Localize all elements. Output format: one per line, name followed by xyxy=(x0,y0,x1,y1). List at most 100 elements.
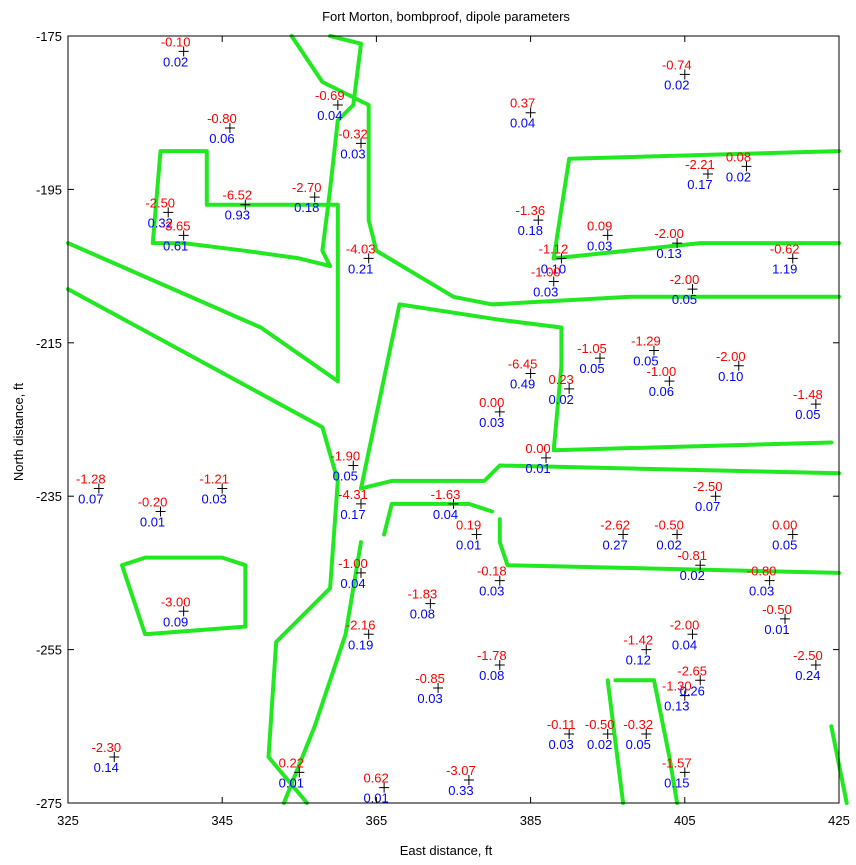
data-label-blue-16: 0.10 xyxy=(541,261,566,276)
data-label-red-33: -4.31 xyxy=(338,487,368,502)
structure-outline-1 xyxy=(289,34,841,307)
data-label-blue-14: 0.13 xyxy=(656,246,681,261)
data-label-red-14: -2.00 xyxy=(654,226,684,241)
data-label-red-22: -2.00 xyxy=(716,349,746,364)
data-label-red-15: -4.03 xyxy=(346,241,376,256)
data-label-blue-31: 0.01 xyxy=(140,515,165,530)
data-label-red-25: 0.23 xyxy=(548,372,573,387)
data-label-blue-23: 0.49 xyxy=(510,376,535,391)
data-label-blue-10: 0.18 xyxy=(294,200,319,215)
data-point-marker-42 xyxy=(494,575,505,586)
data-label-blue-62: 0.15 xyxy=(664,775,689,790)
x-tick-label-1: 345 xyxy=(211,813,233,828)
data-label-red-41: -1.00 xyxy=(338,556,368,571)
data-point-marker-37 xyxy=(618,529,629,540)
data-label-red-28: -1.90 xyxy=(330,449,360,464)
data-label-blue-43: 0.03 xyxy=(749,584,774,599)
data-point-marker-46 xyxy=(780,613,791,624)
data-label-blue-49: 0.04 xyxy=(672,637,697,652)
data-label-red-26: 0.00 xyxy=(479,395,504,410)
data-label-red-31: -0.20 xyxy=(138,495,168,510)
data-label-blue-3: 0.04 xyxy=(317,108,342,123)
data-point-marker-54 xyxy=(679,690,690,701)
structure-outline-6 xyxy=(359,463,841,491)
y-tick-label-3: -235 xyxy=(36,489,62,504)
x-tick-label-5: 425 xyxy=(828,813,850,828)
data-point-marker-36 xyxy=(710,491,721,502)
data-label-red-20: -1.05 xyxy=(577,341,607,356)
data-point-marker-6 xyxy=(702,169,713,180)
data-label-red-1: -0.74 xyxy=(662,57,692,72)
data-point-marker-7 xyxy=(741,161,752,172)
data-label-red-12: -1.36 xyxy=(515,203,545,218)
structure-outline-3 xyxy=(551,241,841,261)
data-label-blue-57: 0.05 xyxy=(626,737,651,752)
data-label-red-58: -2.30 xyxy=(91,740,121,755)
data-label-blue-20: 0.05 xyxy=(579,361,604,376)
data-label-blue-38: 0.02 xyxy=(656,538,681,553)
data-label-blue-58: 0.14 xyxy=(94,760,119,775)
data-point-marker-50 xyxy=(494,659,505,670)
data-point-marker-15 xyxy=(363,253,374,264)
data-point-marker-33 xyxy=(355,498,366,509)
structure-outline-5 xyxy=(359,302,834,491)
data-label-red-60: 0.62 xyxy=(363,771,388,786)
data-label-red-32: -1.21 xyxy=(199,472,229,487)
data-label-red-10: -2.70 xyxy=(292,180,322,195)
data-label-blue-17: 0.03 xyxy=(533,284,558,299)
structure-outline-12 xyxy=(613,678,680,805)
data-label-blue-25: 0.02 xyxy=(548,392,573,407)
x-tick-label-0: 325 xyxy=(57,813,79,828)
data-label-red-47: -2.16 xyxy=(346,617,376,632)
data-label-blue-22: 0.10 xyxy=(718,369,743,384)
data-label-red-51: -2.50 xyxy=(793,648,823,663)
data-label-blue-7: 0.02 xyxy=(726,169,751,184)
data-label-red-55: -0.11 xyxy=(547,717,576,732)
x-tick-label-2: 365 xyxy=(366,813,388,828)
data-label-blue-47: 0.19 xyxy=(348,637,373,652)
data-label-red-45: -1.83 xyxy=(408,587,438,602)
x-tick-label-4: 405 xyxy=(674,813,696,828)
data-point-marker-24 xyxy=(664,376,675,387)
data-point-marker-44 xyxy=(178,606,189,617)
data-label-blue-55: 0.03 xyxy=(548,737,573,752)
data-point-marker-58 xyxy=(109,751,120,762)
data-point-marker-4 xyxy=(355,138,366,149)
data-point-marker-3 xyxy=(332,100,343,111)
data-label-red-37: -2.62 xyxy=(600,518,630,533)
data-point-marker-9 xyxy=(240,199,251,210)
data-point-marker-10 xyxy=(309,192,320,203)
data-label-blue-32: 0.03 xyxy=(202,492,227,507)
data-label-red-17: -1.00 xyxy=(531,264,561,279)
data-label-blue-48: 0.12 xyxy=(626,653,651,668)
data-label-red-27: -1.48 xyxy=(793,387,823,402)
data-point-marker-57 xyxy=(641,728,652,739)
data-label-blue-46: 0.01 xyxy=(764,622,789,637)
data-point-marker-28 xyxy=(348,460,359,471)
data-label-blue-12: 0.18 xyxy=(518,223,543,238)
data-label-blue-0: 0.02 xyxy=(163,54,188,69)
x-axis-label: East distance, ft xyxy=(400,843,493,858)
data-point-marker-0 xyxy=(178,46,189,57)
data-label-red-18: -0.62 xyxy=(770,241,800,256)
data-label-blue-52: 0.26 xyxy=(680,683,705,698)
data-label-blue-39: 0.05 xyxy=(772,538,797,553)
data-label-blue-50: 0.08 xyxy=(479,668,504,683)
data-label-red-43: -0.80 xyxy=(747,564,777,579)
data-point-marker-49 xyxy=(687,629,698,640)
data-label-red-29: 0.00 xyxy=(525,441,550,456)
data-label-blue-34: 0.04 xyxy=(433,507,458,522)
data-label-blue-13: 0.03 xyxy=(587,238,612,253)
structure-outline-8 xyxy=(382,501,495,537)
y-tick-label-2: -215 xyxy=(36,336,62,351)
data-label-blue-53: 0.03 xyxy=(417,691,442,706)
data-point-marker-30 xyxy=(93,483,104,494)
data-label-red-49: -2.00 xyxy=(670,617,700,632)
data-label-red-21: -1.29 xyxy=(631,333,661,348)
data-point-marker-17 xyxy=(548,276,559,287)
data-point-marker-41 xyxy=(355,567,366,578)
data-label-red-30: -1.28 xyxy=(76,472,106,487)
data-label-blue-2: 0.04 xyxy=(510,116,535,131)
data-point-marker-35 xyxy=(471,529,482,540)
